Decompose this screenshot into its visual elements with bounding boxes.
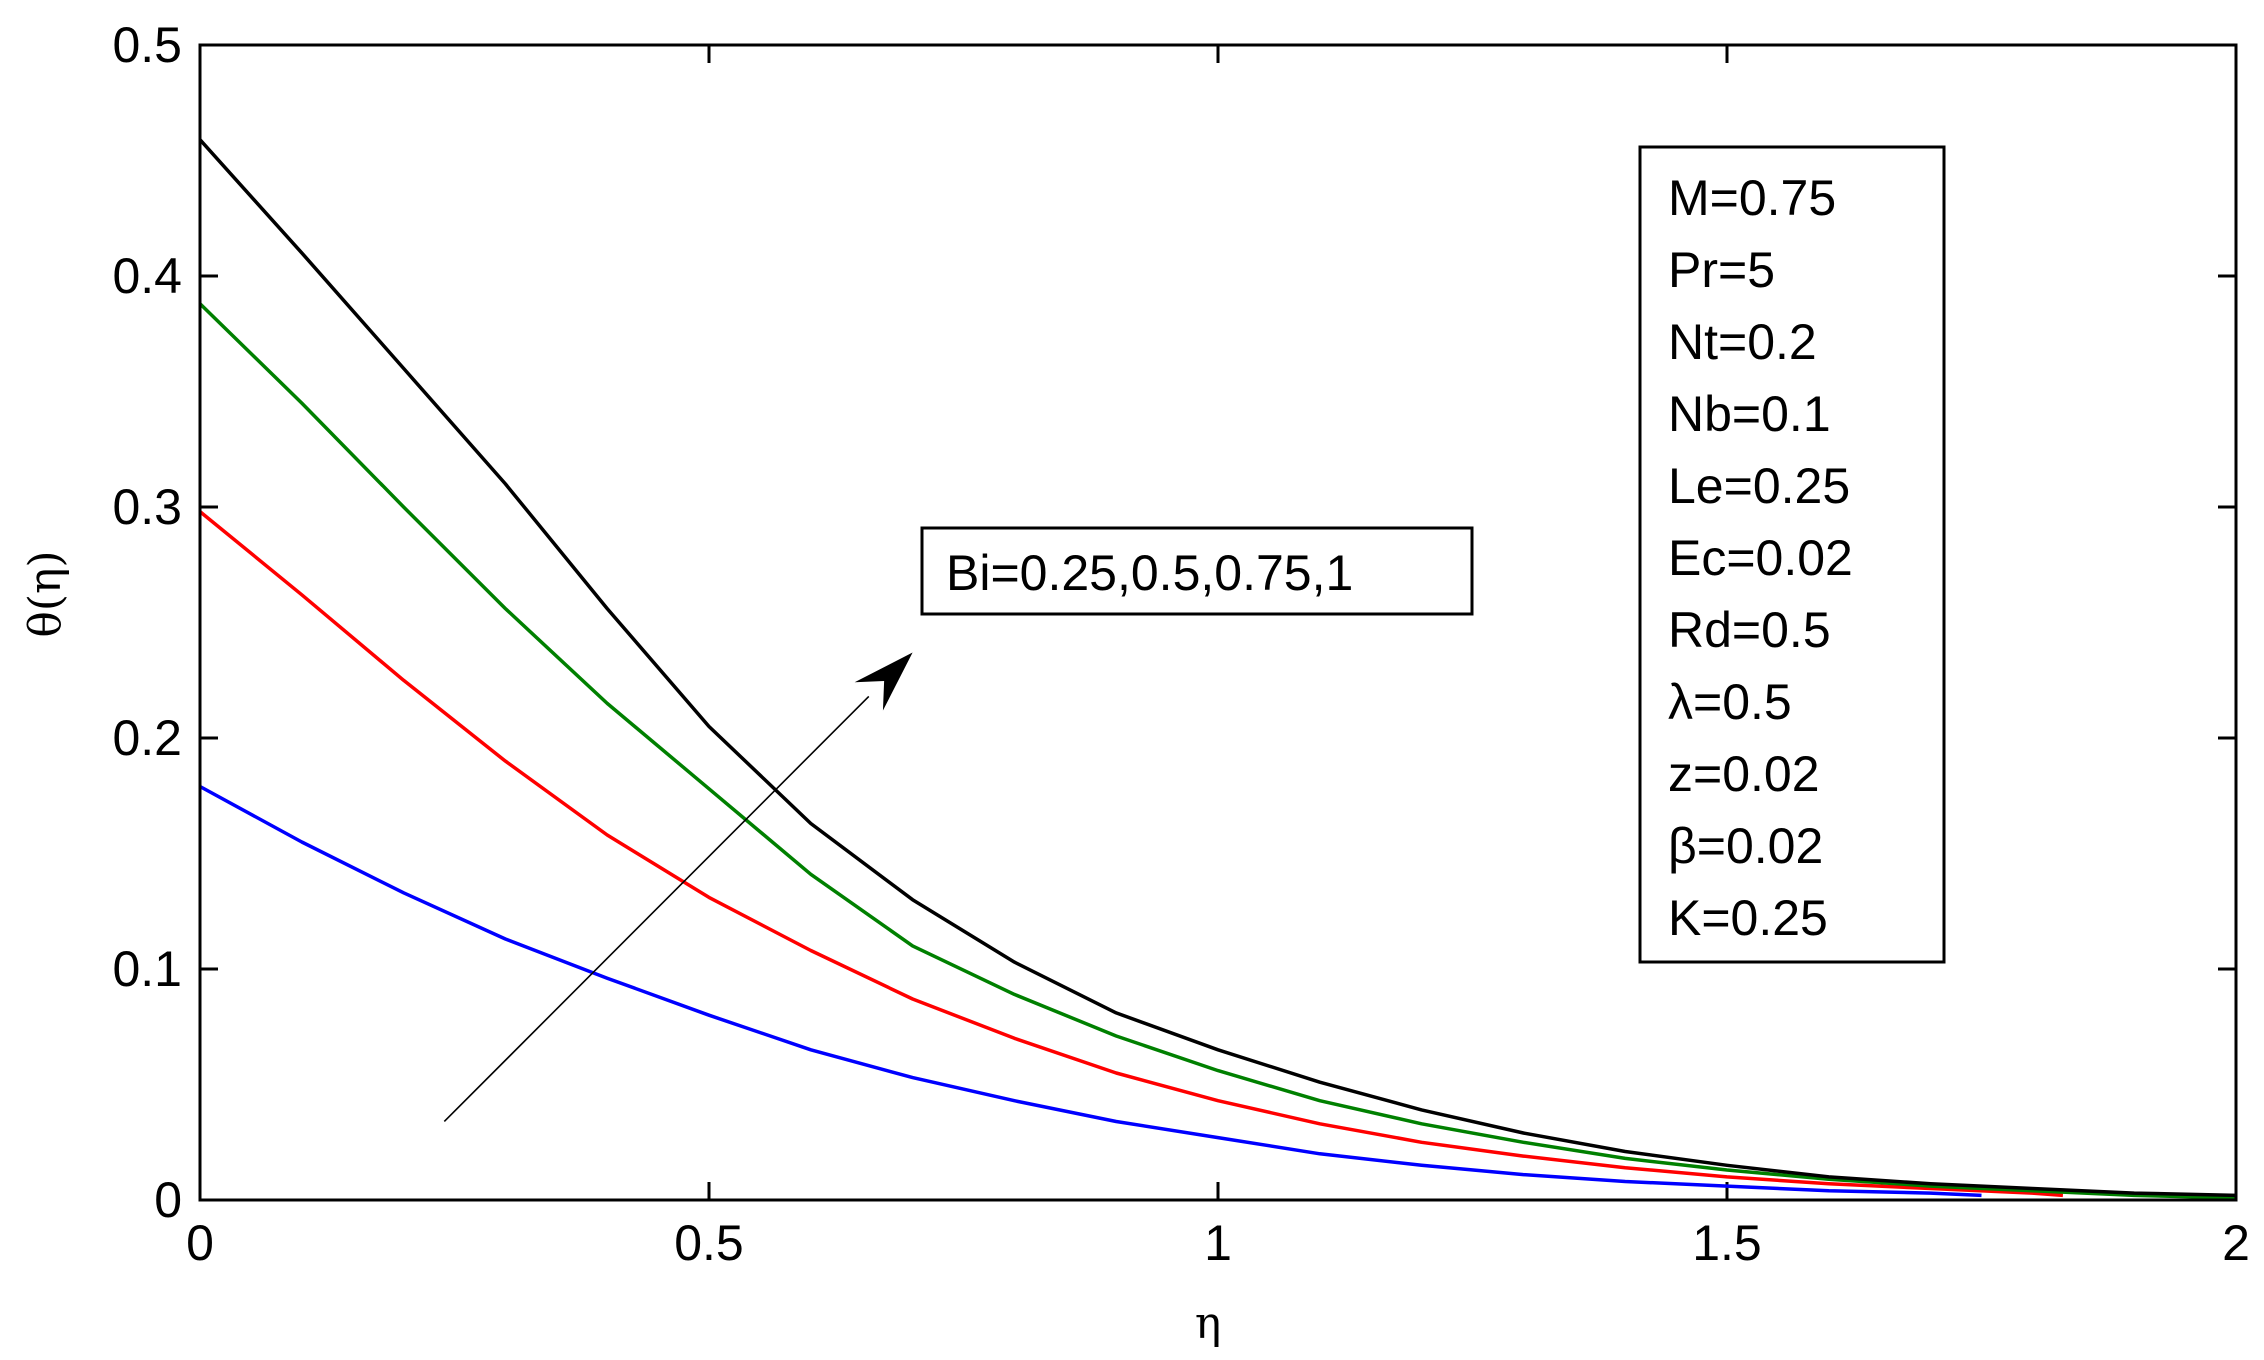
parameter-line: Ec=0.02: [1668, 530, 1853, 586]
parameter-line: z=0.02: [1668, 746, 1820, 802]
y-tick-label: 0: [154, 1172, 182, 1228]
x-tick-label: 1: [1204, 1215, 1232, 1271]
bi-annotation: Bi=0.25,0.5,0.75,1: [443, 526, 1474, 1123]
parameter-line: λ=0.5: [1668, 674, 1792, 730]
parameter-line: Nt=0.2: [1668, 314, 1817, 370]
y-tick-label: 0.5: [112, 17, 182, 73]
x-tick-label: 0: [186, 1215, 214, 1271]
y-tick-label: 0.2: [112, 710, 182, 766]
parameter-box: M=0.75 Pr=5 Nt=0.2 Nb=0.1 Le=0.25 Ec=0.02 Rd=0…: [1638, 145, 1946, 964]
x-tick-label: 0.5: [674, 1215, 744, 1271]
y-axis-label: θ(η): [20, 550, 71, 637]
x-tick-label: 2: [2222, 1215, 2250, 1271]
x-tick-label: 1.5: [1692, 1215, 1762, 1271]
series-line-bi-0-75: [198, 302, 2237, 1200]
series-line-bi-0-25: [199, 784, 1982, 1198]
y-tick-label: 0.1: [112, 941, 182, 997]
parameter-line: β=0.02: [1668, 818, 1823, 874]
parameter-line: K=0.25: [1668, 890, 1828, 946]
bi-arrow-head: [854, 652, 913, 711]
x-axis-label: η: [1195, 1298, 1221, 1349]
bi-arrow-line: [443, 695, 870, 1123]
series-line-bi-0-5: [198, 510, 2064, 1198]
parameter-line: Rd=0.5: [1668, 602, 1831, 658]
parameter-line: Nb=0.1: [1668, 386, 1831, 442]
plot-frame: [198, 43, 2238, 1202]
tick-labels: 0 0.5 1 1.5 2 0 0.1 0.2 0.3 0.4 0.5: [112, 17, 2249, 1271]
y-tick-label: 0.3: [112, 479, 182, 535]
parameter-line: Le=0.25: [1668, 458, 1850, 514]
bi-annotation-box: [920, 526, 1474, 616]
series-line-bi-1: [198, 138, 2237, 1198]
y-tick-label: 0.4: [112, 248, 182, 304]
parameter-box-frame: [1638, 145, 1946, 964]
parameter-line: M=0.75: [1668, 170, 1836, 226]
series-lines: [198, 138, 2237, 1200]
parameter-line: Pr=5: [1668, 242, 1775, 298]
bi-annotation-text: Bi=0.25,0.5,0.75,1: [946, 545, 1353, 601]
